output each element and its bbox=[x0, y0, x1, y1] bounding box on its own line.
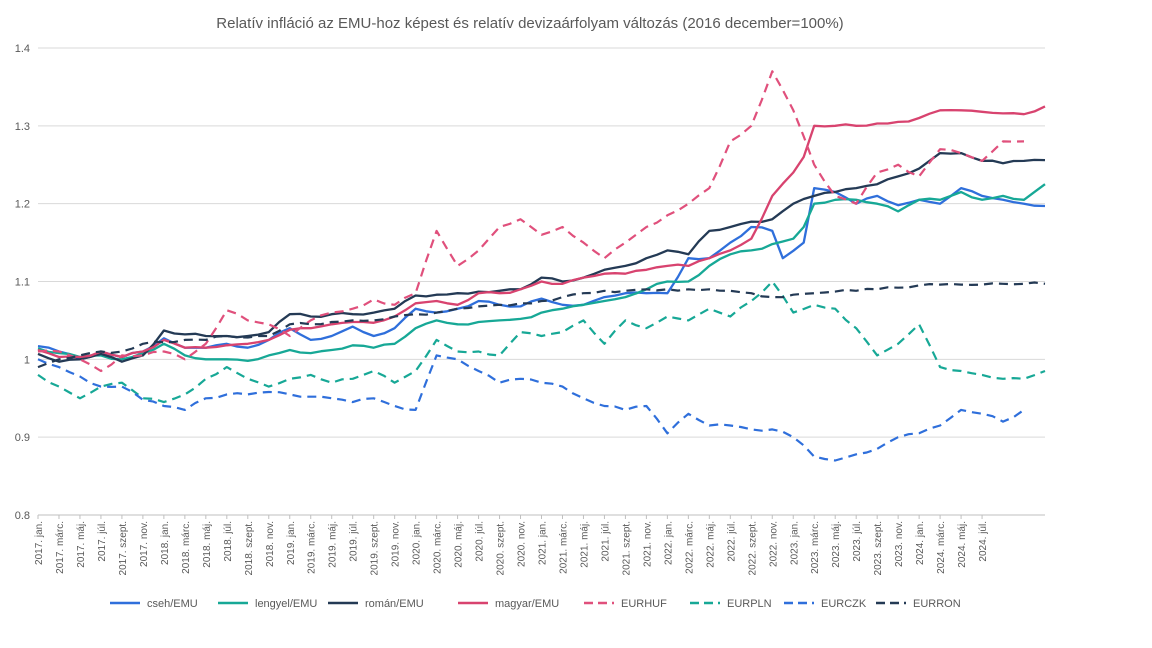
x-tick-label: 2024. júl. bbox=[978, 521, 989, 562]
x-tick-label: 2017. márc. bbox=[55, 521, 66, 574]
series-line-magyar-emu bbox=[37, 105, 1046, 359]
series-line-eurczk bbox=[37, 354, 1025, 462]
y-axis-ticks: 1.4 1.3 1.2 1.1 1 0.9 0.8 bbox=[15, 43, 30, 522]
x-axis-ticks: 2017. jan. 2017. márc. 2017. máj. 2017. júl… bbox=[34, 515, 989, 575]
x-tick-label: 2020. márc. bbox=[433, 521, 444, 574]
x-tick-label: 2018. szept. bbox=[244, 521, 255, 575]
x-tick-label: 2021. jan. bbox=[538, 521, 549, 565]
x-tick-label: 2019. szept. bbox=[370, 521, 381, 575]
x-tick-label: 2021. nov. bbox=[642, 521, 653, 567]
legend-label: EURHUF bbox=[621, 598, 667, 610]
x-tick-label: 2020. máj. bbox=[454, 521, 465, 568]
x-tick-label: 2019. nov. bbox=[391, 521, 402, 567]
x-tick-label: 2019. márc. bbox=[307, 521, 318, 574]
y-tick-label: 1.1 bbox=[15, 277, 30, 289]
x-tick-label: 2022. nov. bbox=[768, 521, 779, 567]
x-tick-label: 2020. szept. bbox=[496, 521, 507, 575]
x-tick-label: 2018. jan. bbox=[160, 521, 171, 565]
legend-label: EURCZK bbox=[821, 598, 867, 610]
legend-label: EURPLN bbox=[727, 598, 772, 610]
y-tick-label: 0.8 bbox=[15, 510, 30, 522]
x-tick-label: 2019. máj. bbox=[328, 521, 339, 568]
legend-label: cseh/EMU bbox=[147, 598, 198, 610]
legend-label: EURRON bbox=[913, 598, 961, 610]
x-tick-label: 2023. jan. bbox=[789, 521, 800, 565]
x-tick-label: 2023. szept. bbox=[873, 521, 884, 575]
series-line-eurron bbox=[37, 281, 1046, 369]
x-tick-label: 2024. máj. bbox=[957, 521, 968, 568]
y-tick-label: 1.3 bbox=[15, 121, 30, 133]
chart-title: Relatív infláció az EMU-hoz képest és re… bbox=[216, 15, 843, 32]
x-tick-label: 2024. márc. bbox=[936, 521, 947, 574]
x-tick-label: 2022. márc. bbox=[684, 521, 695, 574]
x-tick-label: 2018. nov. bbox=[265, 521, 276, 567]
x-tick-label: 2017. szept. bbox=[118, 521, 129, 575]
legend-label: magyar/EMU bbox=[495, 598, 559, 610]
series-lines bbox=[37, 70, 1046, 462]
x-tick-label: 2017. jan. bbox=[34, 521, 45, 565]
x-tick-label: 2024. jan. bbox=[915, 521, 926, 565]
x-tick-label: 2023. júl. bbox=[852, 521, 863, 562]
x-tick-label: 2017. júl. bbox=[97, 521, 108, 562]
x-tick-label: 2022. máj. bbox=[705, 521, 716, 568]
legend-label: román/EMU bbox=[365, 598, 424, 610]
x-tick-label: 2021. szept. bbox=[621, 521, 632, 575]
x-tick-label: 2017. nov. bbox=[139, 521, 150, 567]
x-tick-label: 2018. júl. bbox=[223, 521, 234, 562]
series-line-lengyel-emu bbox=[37, 183, 1046, 363]
series-line-eurpln bbox=[37, 280, 1046, 404]
legend: cseh/EMU lengyel/EMU román/EMU magyar/EMU EU… bbox=[110, 598, 961, 610]
x-tick-label: 2023. márc. bbox=[810, 521, 821, 574]
series-line-eurhuf bbox=[37, 70, 1025, 373]
x-tick-label: 2019. júl. bbox=[349, 521, 360, 562]
x-tick-label: 2017. máj. bbox=[76, 521, 87, 568]
x-tick-label: 2020. júl. bbox=[475, 521, 486, 562]
y-tick-label: 1 bbox=[24, 354, 30, 366]
x-tick-label: 2022. szept. bbox=[747, 521, 758, 575]
y-tick-label: 0.9 bbox=[15, 432, 30, 444]
series-line-rom-n-emu bbox=[37, 151, 1046, 363]
x-tick-label: 2020. jan. bbox=[412, 521, 423, 565]
x-tick-label: 2020. nov. bbox=[517, 521, 528, 567]
legend-label: lengyel/EMU bbox=[255, 598, 317, 610]
x-tick-label: 2018. márc. bbox=[181, 521, 192, 574]
x-tick-label: 2021. júl. bbox=[600, 521, 611, 562]
x-tick-label: 2018. máj. bbox=[202, 521, 213, 568]
x-tick-label: 2022. jan. bbox=[663, 521, 674, 565]
y-tick-label: 1.4 bbox=[15, 43, 30, 55]
x-tick-label: 2021. máj. bbox=[579, 521, 590, 568]
y-tick-label: 1.2 bbox=[15, 199, 30, 211]
x-tick-label: 2021. márc. bbox=[558, 521, 569, 574]
x-tick-label: 2023. máj. bbox=[831, 521, 842, 568]
x-tick-label: 2022. júl. bbox=[726, 521, 737, 562]
x-tick-label: 2023. nov. bbox=[894, 521, 905, 567]
x-tick-label: 2019. jan. bbox=[286, 521, 297, 565]
